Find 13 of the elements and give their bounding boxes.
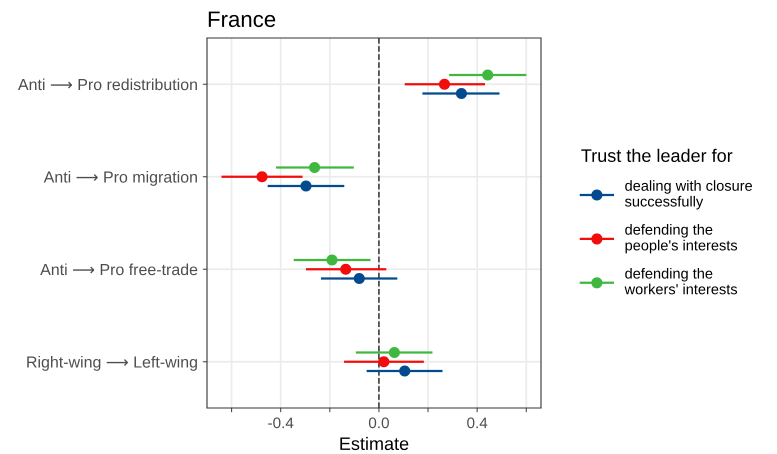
x-tick-label: -0.4	[268, 417, 294, 428]
x-tick-label: 0.4	[467, 417, 488, 428]
legend-label: dealing with closure successfully	[625, 180, 752, 210]
legend-label: defending the people's interests	[625, 224, 738, 254]
y-tick-label: Right-wing ⟶ Left-wing	[27, 356, 197, 371]
chart-title: France	[208, 12, 276, 28]
x-tick-label: 0.0	[368, 417, 389, 428]
legend-label: defending the workers' interests	[624, 268, 738, 294]
x-axis-title: Estimate	[340, 436, 408, 450]
y-tick-label: Anti ⟶ Pro free-trade	[40, 263, 198, 276]
legend-title: Trust the leader for	[581, 148, 732, 162]
y-tick-label: Anti ⟶ Pro redistribution	[18, 78, 197, 90]
y-tick-label: Anti ⟶ Pro migration	[44, 170, 197, 186]
